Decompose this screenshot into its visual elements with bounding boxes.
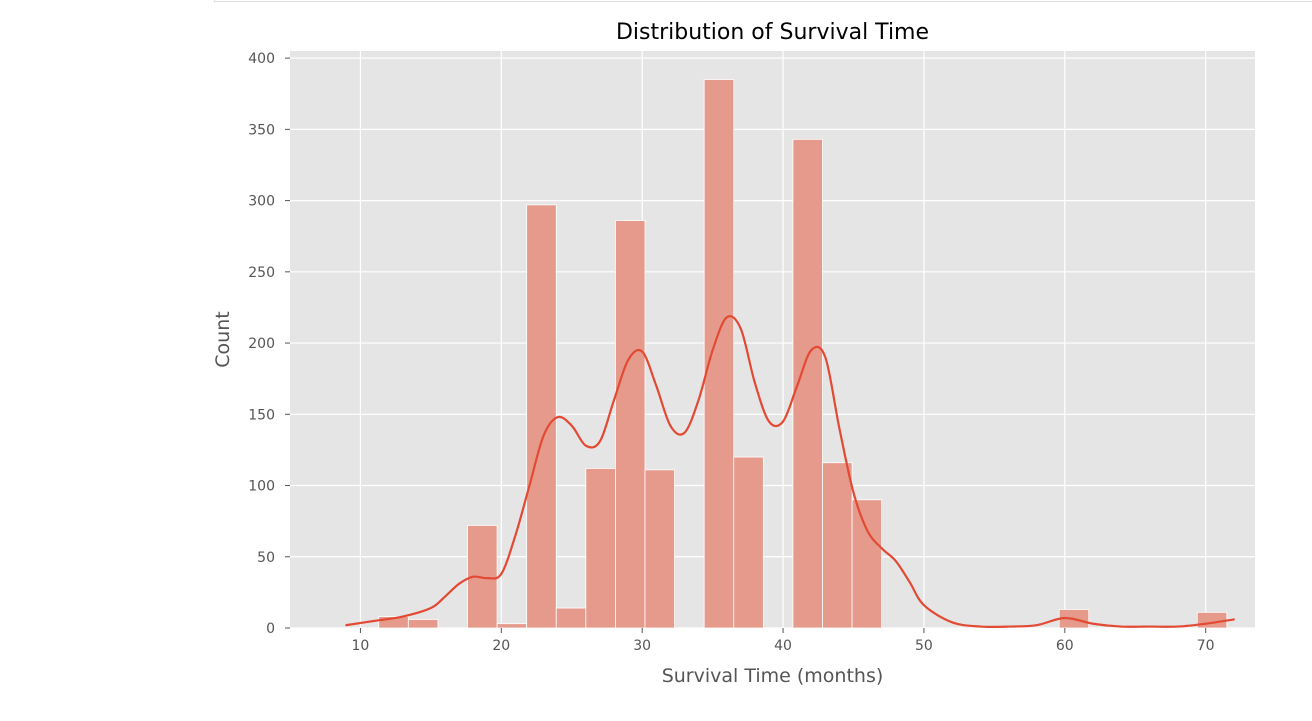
histogram-bar-9 [703, 79, 735, 629]
gridlines [290, 51, 1255, 629]
output-cell-border [214, 0, 1312, 2]
y-tick-label-7: 350 [248, 122, 275, 138]
y-tick-label-0: 0 [266, 621, 275, 637]
y-tick-label-2: 100 [248, 479, 275, 495]
y-tick-label-4: 200 [248, 336, 275, 352]
y-tick-label-6: 300 [248, 194, 275, 210]
histogram-bar-6 [585, 468, 616, 629]
histogram-bar-8 [644, 469, 675, 629]
histogram-bar-12 [822, 462, 853, 629]
x-tick-label-5: 60 [1056, 638, 1074, 654]
x-tick-label-4: 50 [915, 638, 933, 654]
y-axis-label: Count [212, 311, 234, 367]
x-tick-label-2: 30 [633, 638, 651, 654]
chart-title: Distribution of Survival Time [616, 20, 929, 45]
plot-area [290, 51, 1255, 628]
axis-ticks: 10 20 30 40 50 60 70 0 50 100 150 200 250 300 350 400 [248, 51, 1214, 654]
histogram-bar-4 [526, 204, 557, 629]
histogram-bar-7 [615, 220, 646, 629]
y-tick-label-1: 50 [257, 550, 275, 566]
histogram-bar-13 [851, 499, 883, 629]
histogram-bar-3 [496, 623, 528, 629]
kde-line [345, 315, 1235, 629]
x-tick-label-3: 40 [774, 638, 792, 654]
x-tick-label-6: 70 [1197, 638, 1215, 654]
kde-curve-group [345, 315, 1235, 629]
histogram-bar-10 [733, 456, 764, 629]
y-tick-label-8: 400 [248, 51, 275, 67]
histogram-bar-5 [555, 607, 587, 629]
y-tick-label-3: 150 [248, 407, 275, 423]
histogram-bar-1 [407, 619, 439, 629]
x-tick-label-1: 20 [492, 638, 510, 654]
x-tick-label-0: 10 [352, 638, 370, 654]
histogram-bars [378, 79, 1228, 629]
x-axis-label: Survival Time (months) [662, 665, 884, 687]
y-tick-label-5: 250 [248, 265, 275, 281]
